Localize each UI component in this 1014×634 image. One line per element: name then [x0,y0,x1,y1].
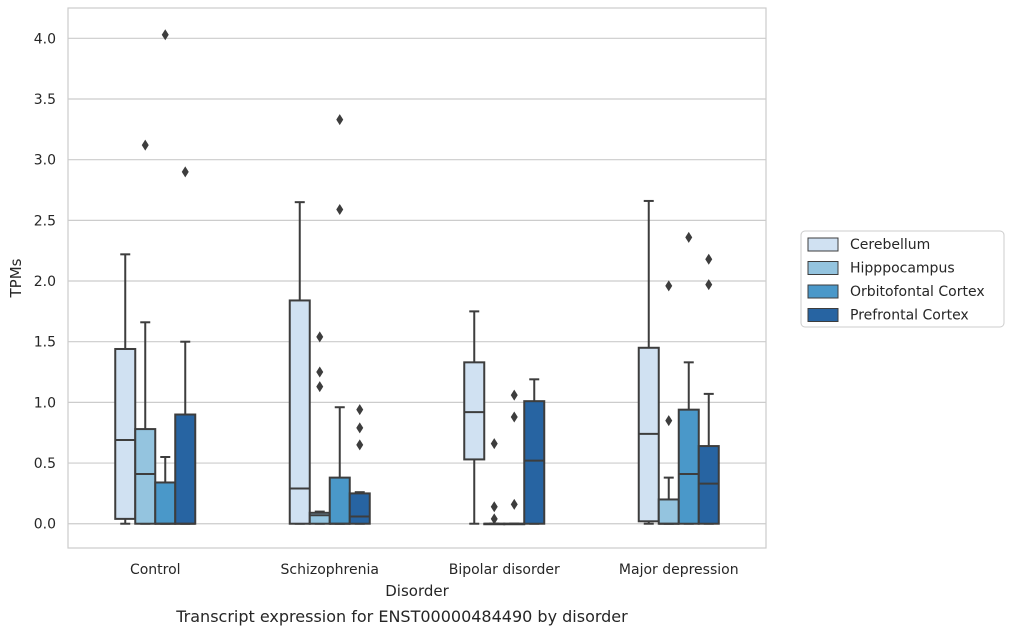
outlier-point [356,439,364,451]
box [677,231,700,525]
series-cerebellum [114,199,660,525]
box-iqr [288,299,311,525]
box-iqr [463,361,486,461]
box [503,389,526,526]
outlier-point [316,366,324,378]
outlier-point [685,231,693,243]
outlier-point [510,389,518,401]
chart-title: Transcript expression for ENST0000048449… [175,607,628,626]
series-prefrontal-cortex [174,166,720,525]
legend-swatch [807,308,839,322]
outlier-point [161,29,169,41]
series-hipppocampus [134,139,680,526]
x-axis-label: Disorder [385,582,449,600]
outlier-point [356,404,364,416]
x-tick-label: Major depression [619,562,739,578]
y-tick-labels: 0.0 0.5 1.0 1.5 2.0 2.5 3.0 3.5 4.0 [34,31,56,532]
box-iqr [697,445,720,525]
plot-area-frame [67,7,767,549]
y-tick-label: 0.5 [34,456,56,472]
outlier-point [356,422,364,434]
y-tick-label: 4.0 [34,31,56,47]
legend-swatch [807,284,839,299]
y-tick-label: 2.5 [34,213,56,229]
outlier-point [336,114,344,126]
box [697,253,720,525]
box-iqr [154,481,177,525]
outlier-point [705,253,713,265]
outlier-point [510,411,518,423]
outlier-point [705,279,713,291]
box-iqr [677,408,700,525]
y-axis-label: TPMs [7,258,25,298]
outlier-point [316,381,324,393]
box-iqr [134,428,157,525]
y-tick-label: 1.5 [34,335,56,351]
legend-swatch [807,261,839,275]
outlier-point [141,139,149,151]
legend-swatch [807,237,839,252]
outlier-point [490,513,498,525]
box-iqr [114,347,137,520]
box-series-group [114,29,720,526]
y-tick-label: 0.0 [34,517,56,533]
box-iqr [523,400,546,525]
x-tick-label: Control [130,562,181,578]
box [483,438,506,526]
box [463,310,486,525]
box-iqr [348,492,371,525]
x-tick-label: Bipolar disorder [449,562,560,578]
box-iqr [657,498,680,525]
outlier-point [665,280,673,292]
legend-label: Hipppocampus [850,261,955,277]
x-tick-labels: Control Schizophrenia Bipolar disorder Majo… [130,562,739,578]
box [134,139,157,525]
legend-label: Orbitofontal Cortex [850,284,985,300]
legend-label: Cerebellum [850,237,930,253]
outlier-point [510,498,518,510]
y-tick-label: 2.0 [34,274,56,290]
legend-frame [800,230,1005,328]
legend-label: Prefrontal Cortex [850,308,969,324]
legend: Cerebellum Hipppocampus Orbitofontal Corte… [800,230,1005,328]
outlier-point [181,166,189,178]
y-tick-label: 1.0 [34,395,56,411]
box-iqr [328,476,351,525]
y-tick-label: 3.0 [34,153,56,169]
outlier-point [316,331,324,343]
outlier-point [490,501,498,513]
y-tick-label: 3.5 [34,92,56,108]
box [523,378,546,525]
box-iqr [174,413,197,525]
box [348,404,371,525]
x-tick-label: Schizophrenia [281,562,379,578]
outlier-point [336,203,344,215]
outlier-point [490,438,498,450]
box [174,166,197,525]
box [637,199,660,525]
outlier-point [665,415,673,427]
box [288,201,311,525]
